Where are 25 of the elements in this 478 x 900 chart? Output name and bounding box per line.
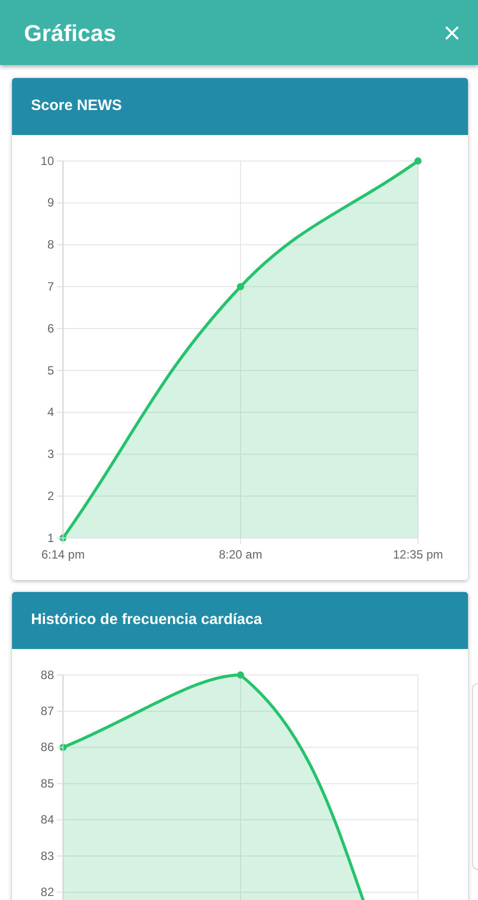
y-tick-label: 1: [47, 530, 54, 545]
point: [236, 283, 244, 290]
y-tick-label: 87: [40, 704, 54, 718]
y-tick-label: 82: [40, 885, 54, 900]
y-tick-label: 4: [47, 405, 54, 420]
y-tick-label: 85: [40, 776, 54, 790]
y-tick-label: 88: [40, 668, 54, 682]
y-tick-label: 10: [40, 154, 54, 168]
y-tick-label: 2: [47, 488, 54, 503]
point: [414, 157, 422, 165]
y-tick-label: 3: [47, 447, 54, 462]
chart-title: Score NEWS: [31, 96, 122, 116]
y-tick-label: 7: [47, 280, 54, 294]
x-tick-label: 6:14 pm: [41, 548, 85, 562]
x-tick-label: 12:35 pm: [392, 548, 444, 562]
y-tick-label: 6: [47, 321, 54, 336]
y-tick-label: 8: [47, 238, 54, 252]
y-tick-label: 83: [40, 848, 54, 863]
y-tick-label: 5: [47, 363, 54, 378]
text: Gráficas: [24, 19, 116, 48]
y-tick-label: 84: [40, 812, 54, 827]
y-tick-label: 86: [40, 740, 54, 754]
y-tick-label: 9: [47, 196, 54, 210]
chart-title: Histórico de frecuencia cardíaca: [31, 610, 262, 630]
x-tick-label: 8:20 am: [218, 548, 262, 562]
